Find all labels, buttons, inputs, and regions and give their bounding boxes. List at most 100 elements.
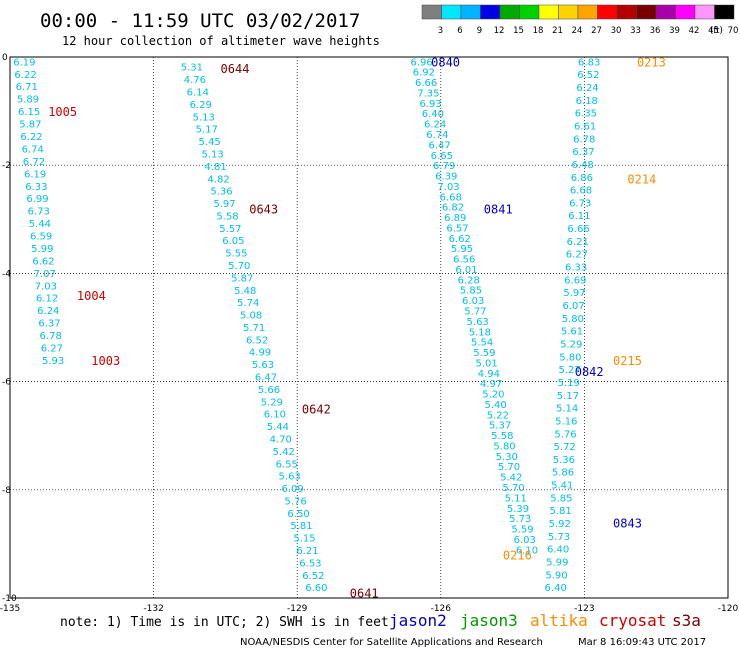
colorbar-swatch: [538, 4, 559, 20]
wave-height-value: 4.97: [480, 379, 502, 390]
colorbar-swatch: [480, 4, 501, 20]
wave-height-value: 5.93: [42, 356, 64, 367]
wave-height-value: 6.65: [431, 151, 453, 162]
colorbar-label: 45: [708, 26, 719, 36]
colorbar-label: 6: [457, 26, 462, 36]
wave-height-value: 5.80: [559, 352, 581, 363]
colorbar-label: 9: [477, 26, 482, 36]
wave-height-value: 5.01: [475, 358, 497, 369]
wave-height-value: 6.68: [570, 186, 592, 197]
wave-height-value: 6.82: [442, 203, 464, 214]
colorbar-swatch: [421, 4, 442, 20]
wave-height-value: 5.87: [231, 273, 253, 284]
wave-height-value: 6.61: [574, 121, 596, 132]
wave-height-value: 5.41: [551, 481, 573, 492]
wave-height-value: 5.73: [548, 532, 570, 543]
colorbar-swatch: [460, 4, 481, 20]
colorbar-swatch: [616, 4, 637, 20]
wave-height-value: 6.07: [563, 301, 585, 312]
wave-height-value: 6.69: [564, 275, 586, 286]
wave-height-value: 5.61: [561, 327, 583, 338]
wave-height-value: 6.55: [276, 459, 298, 470]
wave-height-value: 6.01: [455, 265, 477, 276]
pass-label: 0843: [613, 516, 642, 530]
wave-height-value: 5.80: [493, 441, 515, 452]
wave-height-value: 6.74: [22, 144, 44, 155]
wave-height-value: 6.19: [13, 57, 35, 68]
wave-height-value: 5.48: [234, 286, 256, 297]
pass-label: 1005: [48, 105, 77, 119]
y-tick-label: -4: [2, 269, 11, 279]
wave-height-value: 6.29: [190, 100, 212, 111]
wave-height-value: 6.40: [422, 109, 444, 120]
wave-height-value: 5.37: [489, 421, 511, 432]
wave-height-value: 5.13: [193, 112, 215, 123]
wave-height-value: 6.56: [453, 255, 475, 266]
pass-label: 0841: [484, 202, 513, 216]
colorbar-label: 30: [611, 26, 622, 36]
wave-height-value: 5.16: [555, 416, 577, 427]
wave-height-value: 5.36: [553, 455, 575, 466]
y-tick-label: -6: [2, 378, 11, 388]
plot-frame: [9, 56, 729, 599]
wave-height-value: 5.63: [252, 360, 274, 371]
wave-height-value: 6.59: [30, 232, 52, 243]
wave-height-value: 5.57: [219, 224, 241, 235]
wave-height-value: 4.81: [204, 162, 226, 173]
wave-height-value: 7.03: [437, 182, 459, 193]
wave-height-value: 5.99: [31, 244, 53, 255]
pass-label: 0644: [221, 62, 250, 76]
colorbar-label: 18: [533, 26, 544, 36]
wave-height-value: 5.81: [549, 506, 571, 517]
pass-label: 0213: [637, 55, 666, 69]
colorbar-label: 3: [438, 26, 443, 36]
wave-height-value: 5.08: [240, 311, 262, 322]
plot-area: -135 -132 -129 -126 -123 -120 0 -2 -4 -6 -8 -10: [0, 53, 738, 614]
pass-label: 0842: [575, 365, 604, 379]
wave-height-value: 6.24: [576, 83, 598, 94]
pass-label: 1004: [77, 289, 106, 303]
wave-height-value: 5.14: [556, 404, 578, 415]
wave-height-value: 6.71: [16, 82, 38, 93]
wave-height-value: 4.76: [184, 75, 206, 86]
colorbar-swatch: [519, 4, 540, 20]
colorbar-swatch: [558, 4, 579, 20]
wave-height-value: 5.76: [284, 496, 306, 507]
pass-label: 0643: [249, 202, 278, 216]
wave-height-value: 6.19: [24, 169, 46, 180]
wave-height-value: 5.72: [554, 442, 576, 453]
wave-height-value: 5.27: [558, 365, 580, 376]
wave-height-value: 6.22: [20, 132, 42, 143]
wave-height-value: 6.79: [433, 161, 455, 172]
colorbar-label: 36: [650, 26, 661, 36]
wave-height-value: 6.47: [428, 140, 450, 151]
wave-height-value: 5.36: [210, 187, 232, 198]
wave-height-value: 6.99: [26, 194, 48, 205]
x-tick-label: -123: [574, 604, 594, 614]
wave-height-value: 6.27: [41, 344, 63, 355]
wave-height-value: 6.78: [40, 331, 62, 342]
wave-height-value: 6.37: [572, 147, 594, 158]
wave-height-value: 5.90: [545, 570, 567, 581]
wave-height-value: 6.62: [32, 256, 54, 267]
pass-label: 0641: [350, 587, 379, 601]
colorbar-label: 42: [689, 26, 700, 36]
wave-height-value: 5.92: [549, 519, 571, 530]
colorbar-swatch: [577, 4, 598, 20]
wave-height-value: 6.66: [567, 224, 589, 235]
wave-height-value: 6.52: [302, 571, 324, 582]
wave-height-value: 6.35: [575, 109, 597, 120]
wave-height-value: 6.62: [449, 234, 471, 245]
wave-height-value: 6.18: [576, 96, 598, 107]
wave-height-value: 5.58: [491, 431, 513, 442]
wave-height-value: 6.52: [246, 335, 268, 346]
wave-height-value: 6.10: [264, 410, 286, 421]
wave-height-value: 5.29: [261, 397, 283, 408]
wave-height-value: 6.53: [299, 558, 321, 569]
wave-height-value: 6.21: [567, 237, 589, 248]
wave-height-value: 5.66: [258, 385, 280, 396]
colorbar-label: 27: [591, 26, 602, 36]
colorbar-swatch: [694, 4, 715, 20]
wave-height-value: 6.24: [424, 120, 446, 131]
